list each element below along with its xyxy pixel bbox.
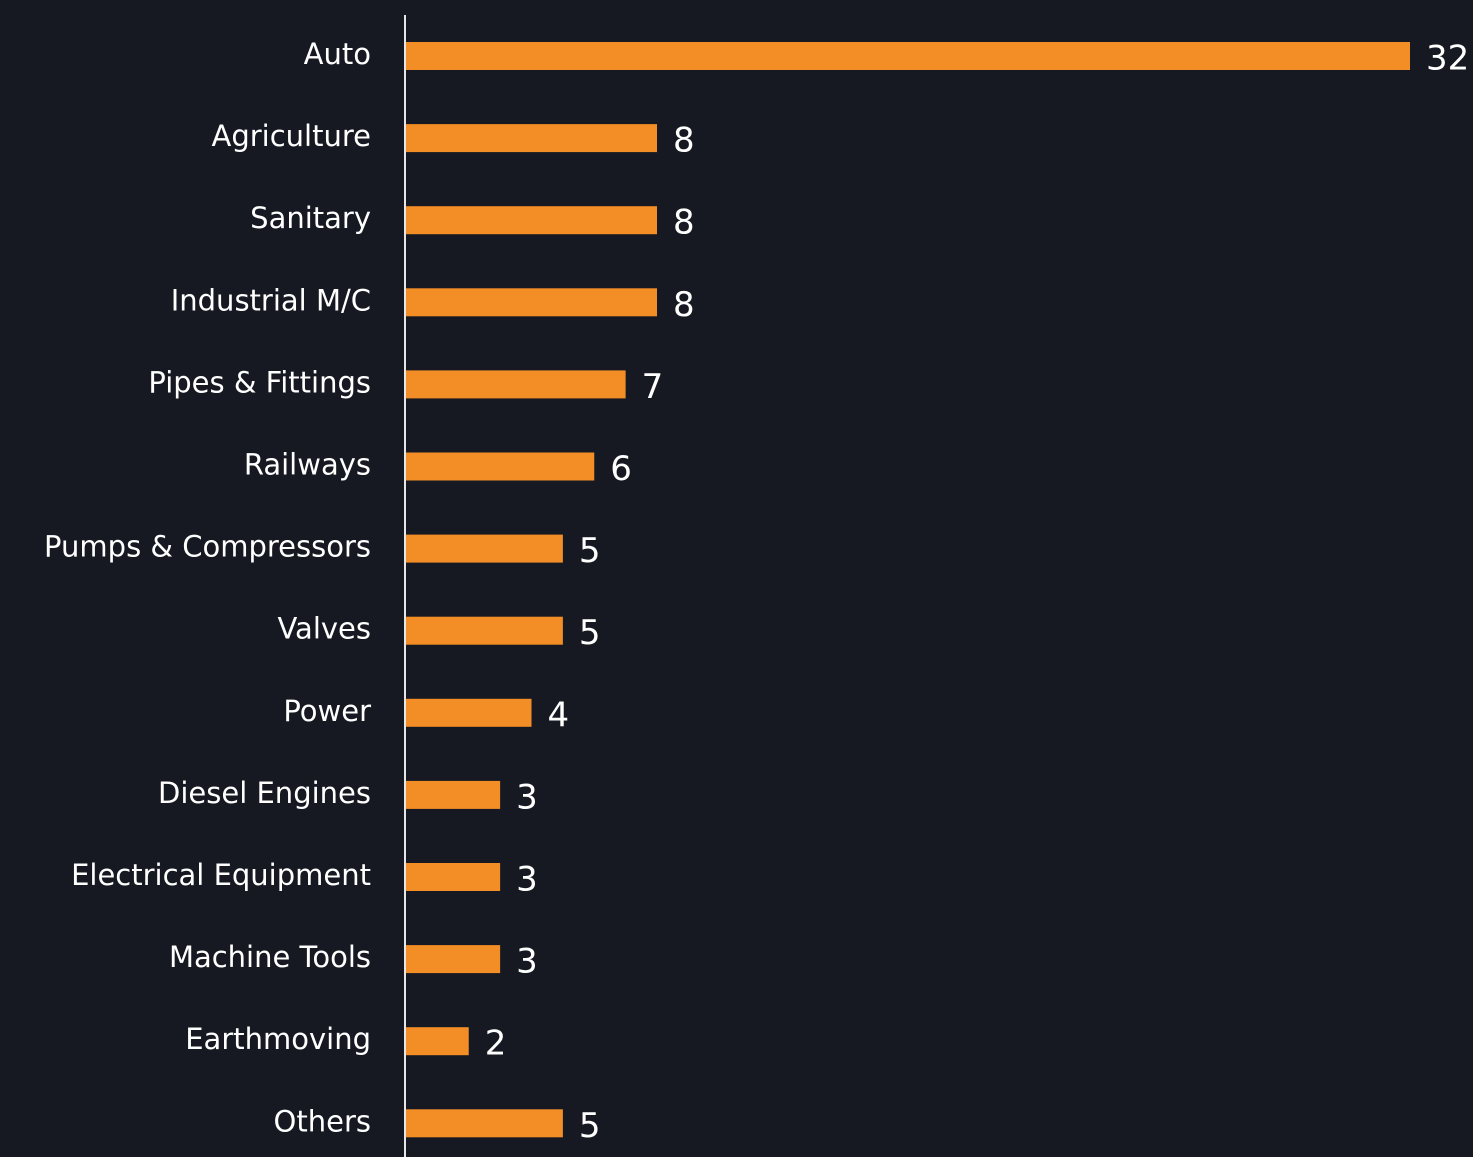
category-label: Power xyxy=(283,694,371,728)
category-label: Pipes & Fittings xyxy=(148,365,371,399)
bar xyxy=(406,780,501,809)
value-label: 3 xyxy=(516,942,538,982)
value-label: 8 xyxy=(673,121,695,161)
value-label: 8 xyxy=(673,285,695,325)
bar xyxy=(406,124,657,153)
category-label: Pumps & Compressors xyxy=(44,530,371,564)
category-label: Auto xyxy=(304,37,371,71)
bar xyxy=(406,534,563,563)
value-label: 4 xyxy=(548,695,570,735)
category-label: Diesel Engines xyxy=(158,776,371,810)
value-label: 5 xyxy=(579,613,601,653)
bar xyxy=(406,452,595,481)
bar xyxy=(406,616,563,645)
value-label: 3 xyxy=(516,860,538,900)
bar xyxy=(406,42,1410,70)
category-label: Railways xyxy=(244,448,371,482)
category-label: Earthmoving xyxy=(185,1022,371,1056)
value-label: 6 xyxy=(610,449,632,489)
value-label: 32 xyxy=(1426,39,1469,79)
value-label: 7 xyxy=(642,367,664,407)
value-label: 3 xyxy=(516,777,538,817)
bar xyxy=(406,1109,563,1138)
bar xyxy=(406,1027,469,1056)
value-label: 8 xyxy=(673,203,695,243)
bar xyxy=(406,288,657,317)
category-label: Sanitary xyxy=(250,201,371,235)
category-label: Electrical Equipment xyxy=(71,858,371,892)
bar xyxy=(406,698,532,727)
category-label: Valves xyxy=(277,612,371,646)
category-label: Others xyxy=(274,1104,371,1138)
value-label: 5 xyxy=(579,1106,601,1146)
category-label: Industrial M/C xyxy=(171,283,371,317)
bar xyxy=(406,206,657,235)
bar xyxy=(406,370,626,399)
value-label: 5 xyxy=(579,531,601,571)
category-label: Machine Tools xyxy=(169,940,371,974)
bar xyxy=(406,863,501,891)
value-label: 2 xyxy=(485,1024,507,1064)
bar xyxy=(406,945,501,974)
category-label: Agriculture xyxy=(212,119,372,153)
